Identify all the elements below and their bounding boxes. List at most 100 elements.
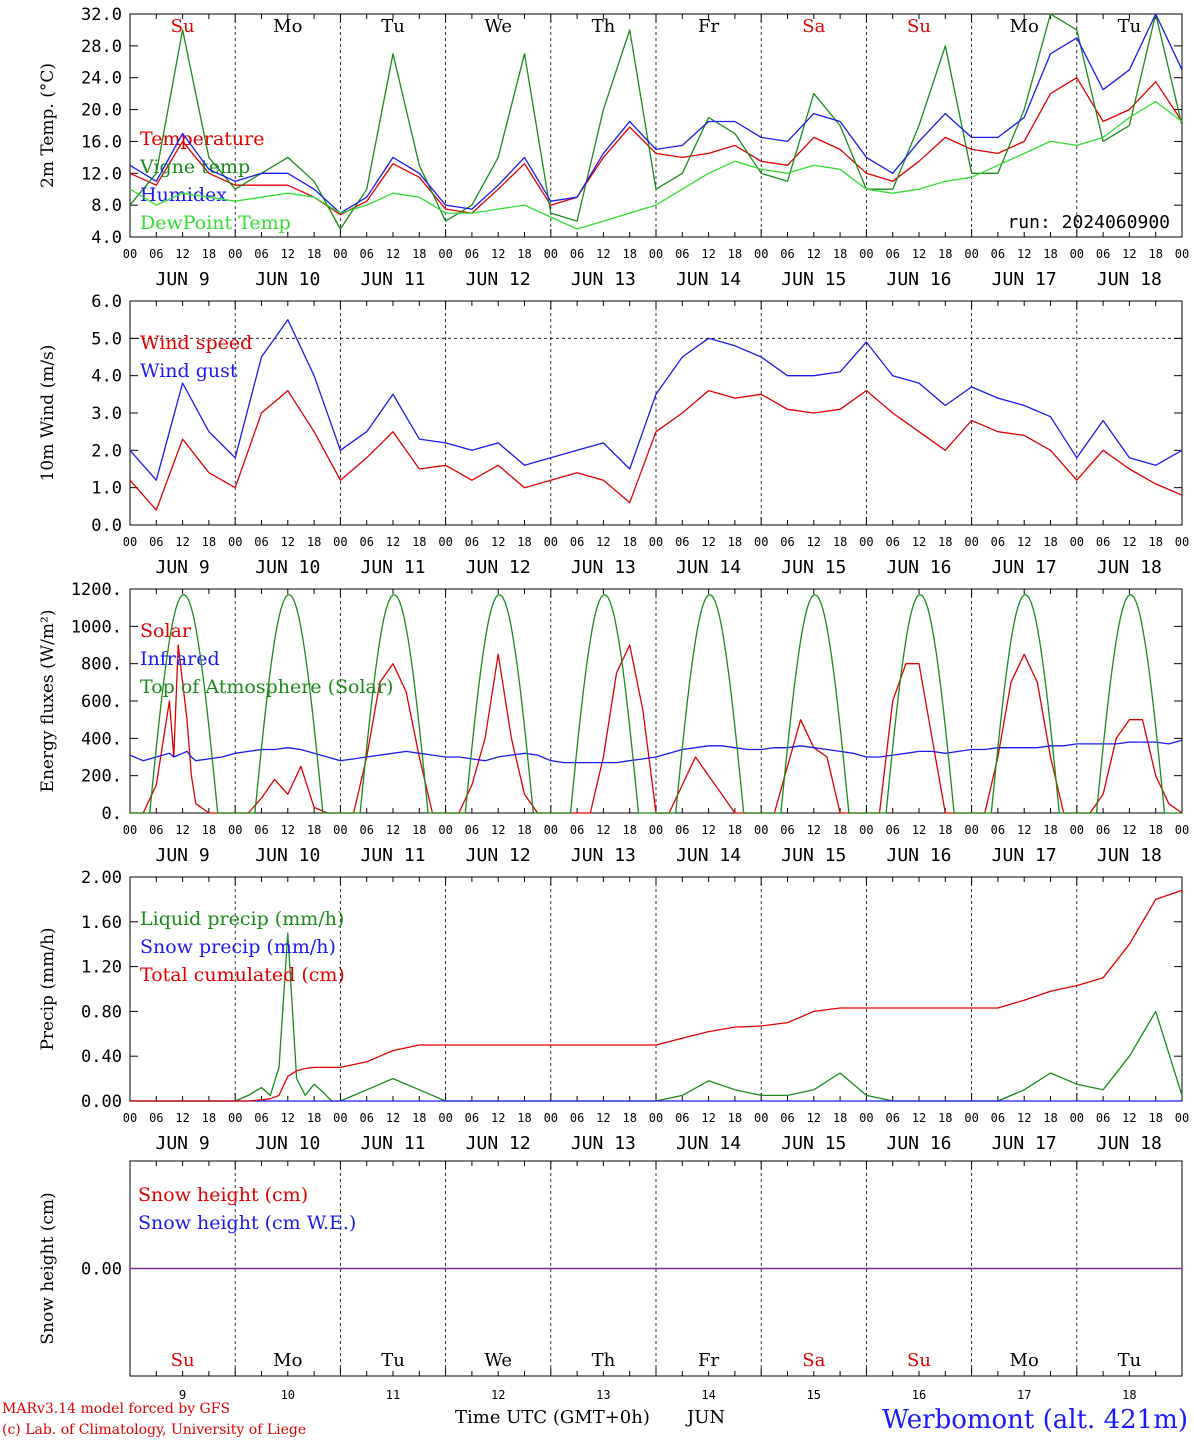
hour-label: 12 [596,247,610,261]
hour-label: 06 [359,823,373,837]
hour-label: 18 [412,247,426,261]
hour-label: 06 [991,247,1005,261]
date-label: JUN 18 [1097,1133,1162,1154]
hour-label: 18 [517,247,531,261]
hour-label: 18 [728,823,742,837]
hour-label: 00 [228,247,242,261]
hour-label: 12 [912,247,926,261]
hour-label: 12 [491,823,505,837]
day-of-week-label: Su [907,16,931,37]
hour-label: 00 [859,247,873,261]
hour-label: 12 [175,1111,189,1125]
hour-label: 00 [1175,823,1189,837]
y-tick-label: 1200. [71,580,122,600]
hour-label: 06 [991,535,1005,549]
hour-label: 12 [701,1111,715,1125]
date-label: JUN 13 [571,557,636,578]
hour-label: 12 [701,535,715,549]
hour-label: 18 [517,535,531,549]
hour-label: 12 [281,823,295,837]
date-label: JUN 17 [992,1133,1057,1154]
hour-label: 12 [1122,535,1136,549]
hour-label: 00 [123,535,137,549]
legend-entry: Snow height (cm W.E.) [138,1212,356,1234]
legend-entry: Total cumulated (cm) [140,964,345,986]
legend-entry: Humidex [140,184,227,206]
hour-label: 00 [1070,1111,1084,1125]
day-of-week-label: Th [592,16,616,37]
date-label: JUN 14 [676,845,741,866]
hour-label: 12 [386,1111,400,1125]
hour-label: 18 [938,247,952,261]
hour-label: 12 [807,823,821,837]
hour-label: 18 [517,1111,531,1125]
hour-label: 06 [359,1111,373,1125]
hour-label: 18 [202,535,216,549]
hour-label: 00 [123,247,137,261]
hour-label: 06 [780,247,794,261]
hour-label: 12 [1017,1111,1031,1125]
date-label: JUN 15 [781,269,846,290]
series-line-red [130,644,1183,814]
hour-label: 06 [359,535,373,549]
hour-label: 06 [570,1111,584,1125]
date-label: JUN 11 [360,1133,425,1154]
day-of-week-label: Tu [381,1350,405,1371]
date-label: JUN 9 [156,1133,210,1154]
hour-label: 12 [1122,1111,1136,1125]
day-of-week-label: Mo [273,1350,302,1371]
legend-entry: Liquid precip (mm/h) [140,908,344,930]
hour-label: 00 [333,535,347,549]
legend-entry: DewPoint Temp [140,212,291,234]
hour-label: 00 [544,535,558,549]
day-number-label: 13 [596,1388,610,1402]
hour-label: 12 [491,535,505,549]
y-tick-label: 4.0 [91,228,122,248]
hour-label: 18 [1043,247,1057,261]
hour-label: 06 [254,823,268,837]
hour-label: 06 [149,535,163,549]
hour-label: 06 [885,247,899,261]
day-number-label: 9 [179,1388,186,1402]
plot-frame-0 [129,13,1183,238]
date-label: JUN 12 [466,269,531,290]
hour-label: 00 [964,247,978,261]
hour-label: 00 [649,247,663,261]
date-label: JUN 18 [1097,557,1162,578]
hour-label: 00 [649,1111,663,1125]
date-label: JUN 11 [360,269,425,290]
hour-label: 18 [202,1111,216,1125]
hour-label: 12 [701,247,715,261]
hour-label: 06 [254,535,268,549]
day-of-week-label: Su [171,16,195,37]
hour-label: 18 [202,247,216,261]
legend-entry: Top of Atmosphere (Solar) [140,676,393,698]
y-axis-label: 10m Wind (m/s) [38,345,58,482]
hour-label: 12 [386,823,400,837]
hour-label: 00 [1070,535,1084,549]
hour-label: 18 [622,1111,636,1125]
legend-entry: Snow precip (mm/h) [140,936,336,958]
hour-label: 12 [175,823,189,837]
day-of-week-label: Tu [1118,1350,1142,1371]
date-label: JUN 18 [1097,269,1162,290]
y-axis-label: Snow height (cm) [38,1192,58,1344]
day-of-week-label: We [484,16,512,37]
hour-label: 06 [254,247,268,261]
hour-label: 12 [281,1111,295,1125]
date-label: JUN 15 [781,845,846,866]
hour-label: 18 [412,823,426,837]
hour-label: 12 [1122,247,1136,261]
hour-label: 12 [1017,823,1031,837]
hour-label: 12 [1017,247,1031,261]
hour-label: 12 [596,1111,610,1125]
hour-label: 00 [228,535,242,549]
hour-label: 18 [412,1111,426,1125]
hour-label: 00 [333,247,347,261]
hour-label: 06 [1096,535,1110,549]
y-tick-label: 800. [81,655,122,675]
hour-label: 18 [833,1111,847,1125]
day-number-label: 12 [491,1388,505,1402]
hour-label: 06 [465,247,479,261]
